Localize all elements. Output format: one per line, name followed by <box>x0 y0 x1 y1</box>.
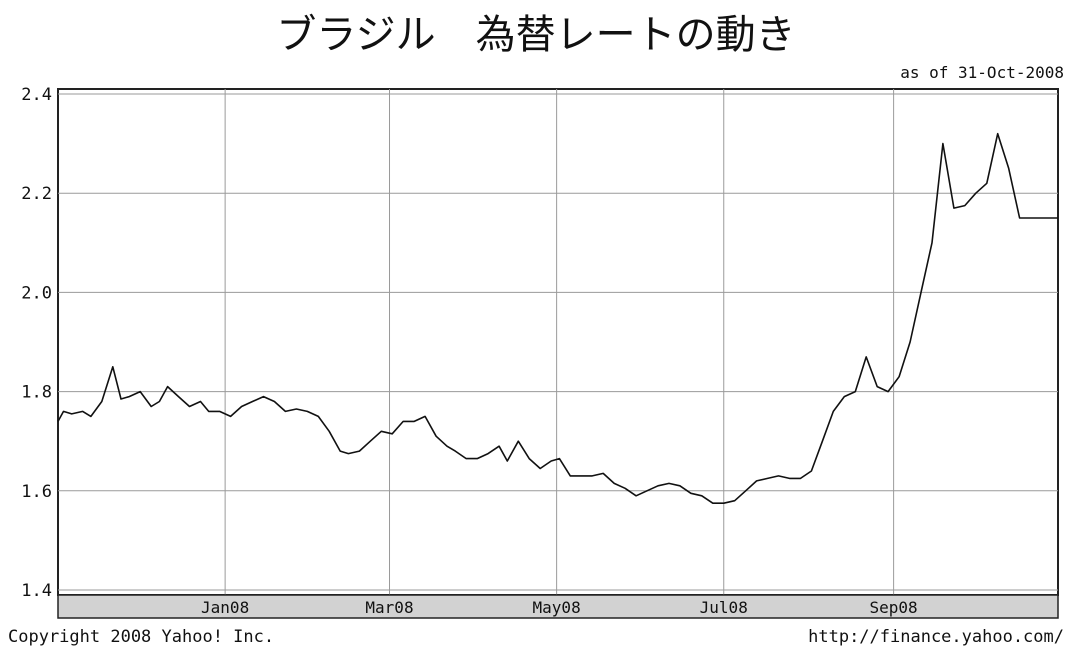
y-tick-label: 2.4 <box>21 85 52 105</box>
x-tick-label: Jan08 <box>201 598 249 617</box>
plot-area <box>57 88 1059 596</box>
as-of-date: as of 31-Oct-2008 <box>900 63 1064 82</box>
y-tick-label: 1.6 <box>21 482 52 502</box>
x-axis-ticks: Jan08 Mar08 May08 Jul08 Sep08 <box>201 598 918 617</box>
x-tick-label: Mar08 <box>365 598 413 617</box>
x-axis-band <box>57 594 1059 619</box>
y-tick-label: 2.0 <box>21 283 52 303</box>
exchange-rate-line <box>57 132 1058 505</box>
x-tick-label: Sep08 <box>870 598 918 617</box>
source-url: http://finance.yahoo.com/ <box>808 627 1064 647</box>
y-tick-label: 2.2 <box>21 184 52 204</box>
grid-lines <box>58 89 1058 595</box>
x-tick-label: Jul08 <box>700 598 748 617</box>
copyright-footer: Copyright 2008 Yahoo! Inc. <box>8 627 274 647</box>
chart-title: ブラジル 為替レートの動き <box>276 12 795 58</box>
x-tick-label: May08 <box>533 598 581 617</box>
y-tick-label: 1.8 <box>21 383 52 403</box>
series-group <box>57 132 1058 505</box>
y-tick-label: 1.4 <box>21 581 52 601</box>
y-axis-ticks: 1.4 1.6 1.8 2.0 2.2 2.4 <box>21 85 52 601</box>
